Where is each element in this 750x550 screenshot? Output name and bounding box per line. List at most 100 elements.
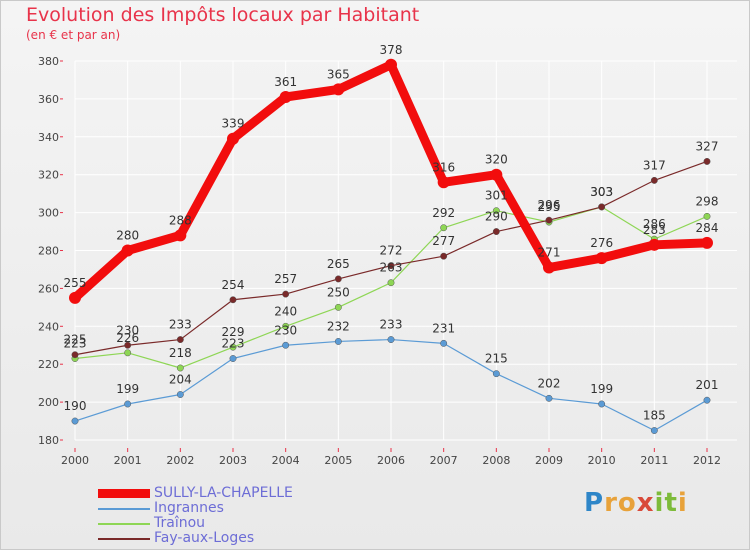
data-point (124, 349, 132, 357)
data-point (703, 212, 711, 220)
data-point (543, 261, 555, 274)
data-point (648, 238, 661, 251)
data-label: 303 (590, 185, 613, 199)
data-label: 250 (327, 285, 350, 299)
x-tick-label: 2003 (219, 454, 247, 467)
data-point (598, 203, 606, 211)
data-label: 290 (485, 210, 508, 224)
legend-swatch-sully (98, 489, 150, 498)
data-point (282, 322, 290, 330)
data-label: 231 (432, 321, 455, 335)
data-label: 301 (485, 189, 508, 203)
legend-swatch-fay (98, 538, 150, 540)
data-point (282, 341, 290, 349)
data-point (492, 207, 500, 215)
data-label: 233 (380, 318, 403, 332)
data-label: 240 (274, 304, 297, 318)
legend-label-sully: SULLY-LA-CHAPELLE (154, 485, 293, 501)
data-label: 223 (222, 337, 245, 351)
data-point (490, 168, 503, 181)
data-label: 295 (538, 200, 561, 214)
x-tick-label: 2004 (272, 454, 300, 467)
data-label: 283 (643, 223, 666, 237)
x-tick-label: 2006 (377, 454, 405, 467)
logo-letter: P (584, 488, 605, 518)
y-tick-label: 180 (38, 434, 59, 447)
data-point (124, 341, 132, 349)
data-label: 201 (696, 378, 719, 392)
data-point (650, 427, 658, 434)
y-tick-label: 340 (38, 131, 59, 144)
data-label: 190 (64, 399, 87, 413)
legend-swatch-trainou (98, 523, 150, 525)
x-tick-label: 2012 (693, 454, 721, 467)
logo-letter: o (617, 488, 637, 518)
x-tick-label: 2007 (430, 454, 458, 467)
data-label: 230 (274, 323, 297, 337)
data-point (650, 176, 658, 184)
y-tick-label: 320 (38, 169, 59, 182)
data-point (71, 351, 79, 359)
data-label: 225 (64, 333, 87, 347)
x-tick-label: 2010 (588, 454, 616, 467)
data-point (282, 290, 290, 298)
data-label: 271 (538, 246, 561, 260)
data-label: 327 (696, 139, 719, 153)
data-label: 378 (380, 43, 403, 57)
data-label: 230 (116, 323, 139, 337)
legend-label-ingrannes: Ingrannes (154, 500, 224, 516)
x-tick-label: 2009 (535, 454, 563, 467)
data-label: 202 (538, 376, 561, 390)
logo-letter: i (677, 488, 688, 518)
y-tick-label: 240 (38, 320, 59, 333)
logo-letter: t (664, 488, 678, 518)
data-point (703, 396, 711, 404)
y-tick-label: 300 (38, 207, 59, 220)
data-label: 280 (116, 229, 139, 243)
data-label: 365 (327, 67, 350, 81)
data-label: 223 (64, 337, 87, 351)
data-point (176, 336, 184, 344)
data-point (229, 355, 237, 362)
data-label: 204 (169, 373, 192, 387)
data-point (176, 391, 184, 398)
data-label: 317 (643, 158, 666, 172)
data-point (176, 364, 184, 372)
data-point (229, 296, 237, 304)
data-point (492, 228, 500, 236)
x-tick-label: 2008 (482, 454, 510, 467)
data-label: 277 (432, 234, 455, 248)
data-point (121, 244, 134, 257)
data-label: 263 (380, 261, 403, 275)
data-point (227, 132, 239, 145)
data-label: 296 (538, 198, 561, 212)
data-label: 292 (432, 206, 455, 220)
data-point (595, 252, 608, 265)
data-label: 257 (274, 272, 297, 286)
data-label: 286 (643, 217, 666, 231)
data-label: 254 (222, 278, 245, 292)
data-label: 320 (485, 153, 508, 167)
legend-swatch-ingrannes (98, 508, 150, 510)
data-label: 218 (169, 346, 192, 360)
data-point (440, 224, 448, 232)
data-point (124, 400, 132, 408)
chart-title: Evolution des Impôts locaux par Habitant (26, 4, 420, 26)
data-point (387, 262, 395, 270)
data-label: 288 (169, 213, 192, 227)
data-label: 233 (169, 318, 192, 332)
data-point (334, 275, 342, 283)
data-point (545, 216, 553, 224)
data-label: 298 (696, 194, 719, 208)
data-label: 339 (222, 117, 245, 131)
data-point (71, 417, 79, 425)
y-tick-label: 280 (38, 245, 59, 258)
data-point (598, 400, 606, 408)
data-label: 316 (432, 160, 455, 174)
data-point (440, 252, 448, 260)
data-label: 229 (222, 325, 245, 339)
data-point (385, 58, 397, 71)
data-point (334, 338, 342, 345)
